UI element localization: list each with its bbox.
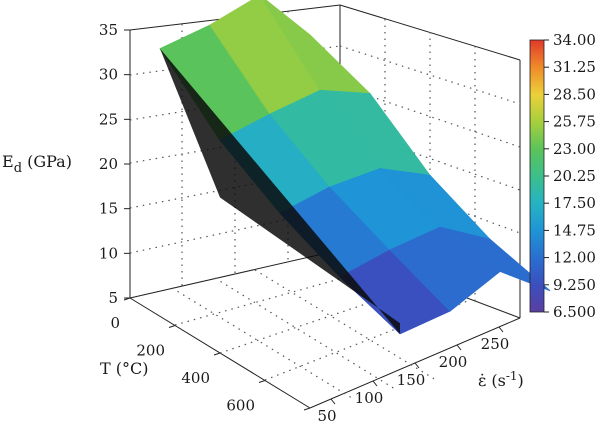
y-tick-label: 200 bbox=[439, 353, 468, 371]
colorbar-tick-label: 9.250 bbox=[553, 276, 596, 294]
colorbar-tick-label: 25.75 bbox=[553, 113, 596, 131]
x-tick-mark bbox=[303, 407, 311, 411]
z-tick-label: 35 bbox=[99, 21, 118, 39]
colorbar-gradient bbox=[529, 39, 545, 313]
y-tick-mark bbox=[330, 398, 336, 405]
surface-mesh bbox=[159, 0, 551, 335]
x-tick-label: 600 bbox=[226, 397, 255, 415]
surface-shadow-side bbox=[160, 48, 400, 334]
colorbar-tick-label: 12.00 bbox=[553, 249, 596, 267]
z-tick-label: 25 bbox=[99, 110, 118, 128]
z-axis-label: Ed (GPa) bbox=[2, 152, 72, 176]
z-axis-ticks: 5 10 15 20 25 30 35 bbox=[99, 21, 130, 307]
x-tick-mark bbox=[123, 297, 131, 301]
colorbar-ticks: 34.00 31.25 28.50 25.75 23.00 20.25 17.50 14.75… bbox=[544, 31, 596, 321]
colorbar-tick-label: 20.25 bbox=[553, 167, 596, 185]
colorbar-tick-label: 28.50 bbox=[553, 85, 596, 103]
x-tick-label: 400 bbox=[181, 369, 210, 387]
x-tick-label: 200 bbox=[136, 342, 165, 360]
colorbar: 34.00 31.25 28.50 25.75 23.00 20.25 17.50 14.75… bbox=[529, 31, 596, 321]
y-axis-ticks: 50 100 150 200 250 bbox=[317, 326, 510, 423]
y-tick-label: 50 bbox=[317, 407, 336, 423]
y-tick-label: 100 bbox=[355, 389, 384, 407]
colorbar-tick-label: 14.75 bbox=[553, 221, 596, 239]
y-tick-mark bbox=[372, 380, 378, 387]
surface-patch bbox=[439, 226, 551, 292]
colorbar-tick-label: 31.25 bbox=[553, 58, 596, 76]
z-tick-label: 10 bbox=[99, 244, 118, 262]
y-tick-mark bbox=[414, 362, 420, 369]
z-tick-label: 15 bbox=[99, 200, 118, 218]
x-axis-ticks: 0200400600800 bbox=[110, 297, 311, 415]
y-tick-label: 250 bbox=[481, 335, 510, 353]
colorbar-tick-label: 17.50 bbox=[553, 194, 596, 212]
x-tick-label: 0 bbox=[110, 314, 120, 332]
z-tick-label: 20 bbox=[99, 155, 118, 173]
colorbar-tick-label: 23.00 bbox=[553, 140, 596, 158]
colorbar-tick-label: 34.00 bbox=[553, 31, 596, 49]
y-tick-label: 150 bbox=[397, 371, 426, 389]
z-tick-label: 5 bbox=[108, 289, 118, 307]
y-tick-mark bbox=[498, 326, 504, 333]
x-tick-mark bbox=[258, 380, 266, 383]
x-tick-mark bbox=[168, 325, 176, 328]
colorbar-tick-label: 6.500 bbox=[553, 303, 596, 321]
x-axis-label: T (°C) bbox=[100, 359, 148, 378]
z-tick-label: 30 bbox=[99, 66, 118, 84]
y-tick-mark bbox=[456, 344, 462, 351]
x-tick-mark bbox=[213, 352, 221, 356]
y-axis-label: ε̇ (s-1) bbox=[478, 369, 524, 390]
